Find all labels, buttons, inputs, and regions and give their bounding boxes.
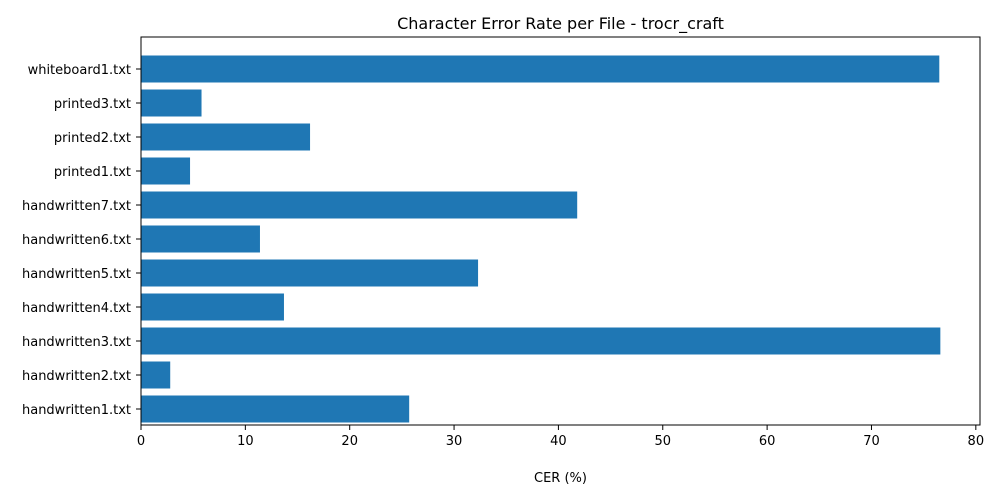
x-axis-ticks: 0 10 20 30 40 50 60 70 80 <box>137 425 984 449</box>
bar-handwritten2 <box>141 361 171 389</box>
bar-handwritten6 <box>141 225 260 253</box>
x-tick-label: 0 <box>137 434 145 449</box>
bar-printed1 <box>141 157 191 185</box>
x-tick-label: 80 <box>968 434 985 449</box>
y-tick-label: handwritten4.txt <box>22 301 131 316</box>
y-tick-label: handwritten5.txt <box>22 267 131 282</box>
y-tick-label: whiteboard1.txt <box>28 63 131 78</box>
x-tick-label: 70 <box>863 434 880 449</box>
x-tick-label: 20 <box>341 434 358 449</box>
bar-printed2 <box>141 123 311 151</box>
x-tick-label: 40 <box>550 434 567 449</box>
x-tick-label: 60 <box>759 434 776 449</box>
x-tick-label: 10 <box>237 434 254 449</box>
y-tick-label: handwritten2.txt <box>22 369 131 384</box>
x-tick-label: 30 <box>446 434 463 449</box>
y-tick-label: printed3.txt <box>54 97 131 112</box>
y-tick-label: handwritten1.txt <box>22 403 131 418</box>
bar-handwritten7 <box>141 191 578 219</box>
bar-handwritten4 <box>141 293 284 321</box>
y-tick-label: handwritten6.txt <box>22 233 131 248</box>
y-tick-label: handwritten7.txt <box>22 199 131 214</box>
bars-group <box>141 55 941 423</box>
x-axis-label: CER (%) <box>534 471 587 486</box>
x-tick-label: 50 <box>654 434 671 449</box>
y-tick-label: handwritten3.txt <box>22 335 131 350</box>
bar-whiteboard1 <box>141 55 940 83</box>
plot-frame <box>140 36 981 426</box>
y-tick-label: printed1.txt <box>54 165 131 180</box>
chart-title: Character Error Rate per File - trocr_cr… <box>397 14 724 34</box>
bar-printed3 <box>141 89 202 117</box>
bar-handwritten3 <box>141 327 941 355</box>
bar-handwritten1 <box>141 395 410 423</box>
y-axis-ticks: handwritten1.txt handwritten2.txt handwrit… <box>22 63 141 418</box>
y-tick-label: printed2.txt <box>54 131 131 146</box>
bar-handwritten5 <box>141 259 479 287</box>
